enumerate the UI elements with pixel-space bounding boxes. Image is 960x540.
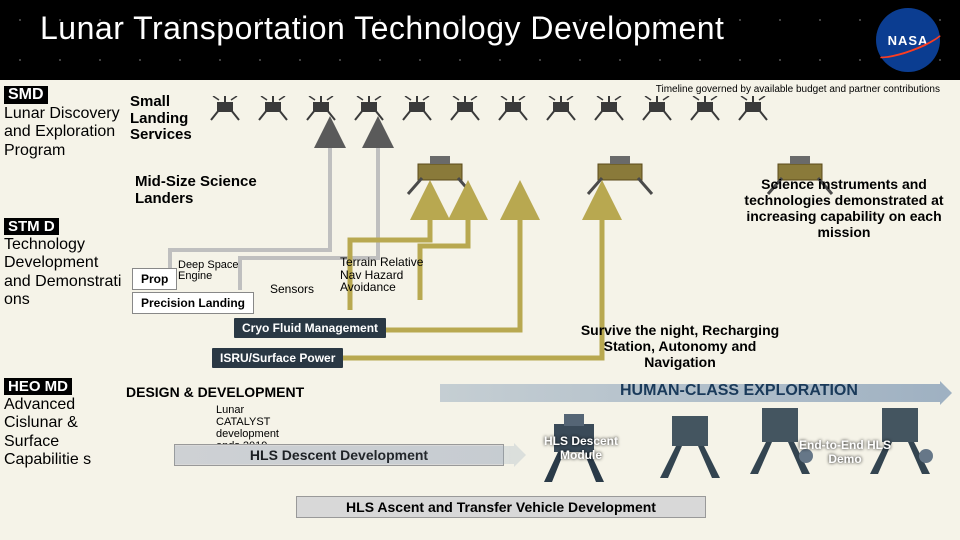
- mid-lander-icon: [580, 156, 660, 196]
- small-lander-icon: [253, 96, 293, 122]
- terrain-label: Terrain Relative Nav Hazard Avoidance: [340, 256, 430, 294]
- acronym-heomd: HEO MD: [4, 378, 72, 395]
- big-lander-1: [650, 410, 730, 480]
- survive-annotation: Survive the night, Recharging Station, A…: [570, 322, 790, 370]
- hls-ascent-dev-bar: HLS Ascent and Transfer Vehicle Developm…: [296, 496, 706, 518]
- small-landers-row: [205, 96, 773, 122]
- prop-box: Prop: [132, 268, 177, 290]
- hls-descent-module-label: HLS Descent Module: [536, 434, 626, 462]
- human-class-label: HUMAN-CLASS EXPLORATION: [620, 382, 858, 400]
- timeline-note: Timeline governed by available budget an…: [656, 84, 940, 95]
- design-dev-label: DESIGN & DEVELOPMENT: [126, 384, 304, 400]
- stmd-text: Technology Development and Demonstrati o…: [4, 236, 124, 310]
- small-lander-icon: [685, 96, 725, 122]
- small-landing-label: Small Landing Services: [130, 94, 200, 144]
- mid-lander-icon: [400, 156, 480, 196]
- small-lander-icon: [637, 96, 677, 122]
- hls-descent-arrow: [174, 446, 514, 464]
- mid-size-label: Mid-Size Science Landers: [135, 174, 295, 207]
- precision-landing-box: Precision Landing: [132, 292, 254, 314]
- nasa-logo: NASA: [876, 8, 940, 72]
- hls-demo-label: End-to-End HLS Demo: [790, 438, 900, 466]
- acronym-smd: SMD: [4, 86, 48, 104]
- acronym-stmd: STM D: [4, 218, 59, 235]
- deep-space-engine: Deep Space Engine: [178, 260, 248, 282]
- sidebar-stmd: STM D Technology Development and Demonst…: [4, 218, 124, 310]
- isru-box: ISRU/Surface Power: [212, 348, 343, 368]
- sidebar-heomd: HEO MD Advanced Cislunar & Surface Capab…: [4, 378, 124, 470]
- header-bar: Lunar Transportation Technology Developm…: [0, 0, 960, 80]
- slide-title: Lunar Transportation Technology Developm…: [40, 10, 724, 47]
- small-lander-icon: [493, 96, 533, 122]
- heomd-text: Advanced Cislunar & Surface Capabilitie …: [4, 396, 124, 470]
- smd-text: Lunar Discovery and Exploration Program: [4, 105, 124, 160]
- small-lander-icon: [541, 96, 581, 122]
- small-lander-icon: [349, 96, 389, 122]
- sensors-label: Sensors: [270, 282, 314, 296]
- small-lander-icon: [589, 96, 629, 122]
- sidebar-smd: SMD Lunar Discovery and Exploration Prog…: [4, 86, 124, 160]
- small-lander-icon: [397, 96, 437, 122]
- small-lander-icon: [301, 96, 341, 122]
- slide: Lunar Transportation Technology Developm…: [0, 0, 960, 540]
- cryo-box: Cryo Fluid Management: [234, 318, 386, 338]
- small-lander-icon: [445, 96, 485, 122]
- science-annotation: Science instruments and technologies dem…: [744, 176, 944, 240]
- nasa-logo-text: NASA: [888, 33, 929, 48]
- small-lander-icon: [205, 96, 245, 122]
- small-lander-icon: [733, 96, 773, 122]
